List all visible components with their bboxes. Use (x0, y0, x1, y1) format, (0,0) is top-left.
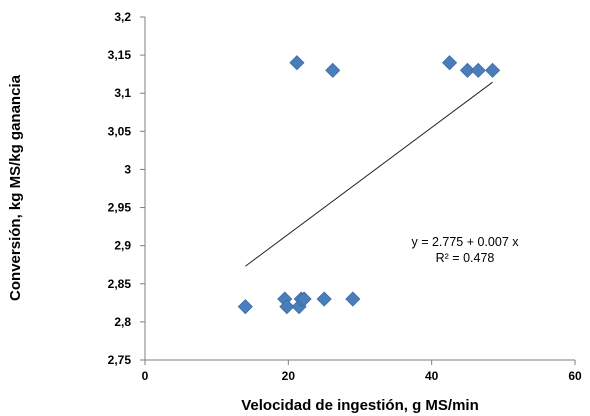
y-tick-label: 2,85 (108, 277, 132, 291)
y-tick-label: 3,1 (114, 86, 131, 100)
r-squared-label: R² = 0.478 (436, 251, 495, 265)
data-point (459, 62, 476, 78)
trend-line (245, 81, 493, 267)
data-point (289, 55, 305, 71)
x-tick-label: 20 (282, 369, 296, 383)
x-axis-title: Velocidad de ingestión, g MS/min (241, 397, 479, 414)
y-tick-label: 2,9 (114, 239, 131, 253)
y-tick-label: 3 (124, 162, 131, 176)
data-points (237, 55, 501, 315)
data-point (237, 299, 253, 315)
data-point (316, 291, 332, 307)
y-tick-label: 2,95 (108, 201, 132, 215)
x-tick-label: 0 (142, 369, 149, 383)
y-axis-ticks: 2,75 2,8 2,85 2,9 2,95 3 3,05 3,1 3,15 3,2 (108, 10, 145, 367)
data-point (325, 62, 341, 78)
data-point (470, 62, 486, 78)
equation-label: y = 2.775 + 0.007 x (411, 235, 519, 249)
data-point (485, 62, 501, 78)
y-axis-title: Conversión, kg MS/kg ganancia (7, 74, 24, 301)
y-tick-label: 2,8 (114, 315, 131, 329)
y-tick-label: 3,05 (108, 124, 132, 138)
data-point (442, 55, 458, 71)
y-tick-label: 3,2 (114, 10, 131, 24)
x-tick-label: 40 (425, 369, 439, 383)
x-tick-label: 60 (568, 369, 582, 383)
data-point (296, 291, 312, 307)
y-tick-label: 3,15 (108, 48, 132, 62)
data-point (279, 299, 295, 315)
x-axis-ticks: 0 20 40 60 (142, 360, 582, 383)
data-point (345, 291, 361, 307)
y-tick-label: 2,75 (108, 353, 132, 367)
